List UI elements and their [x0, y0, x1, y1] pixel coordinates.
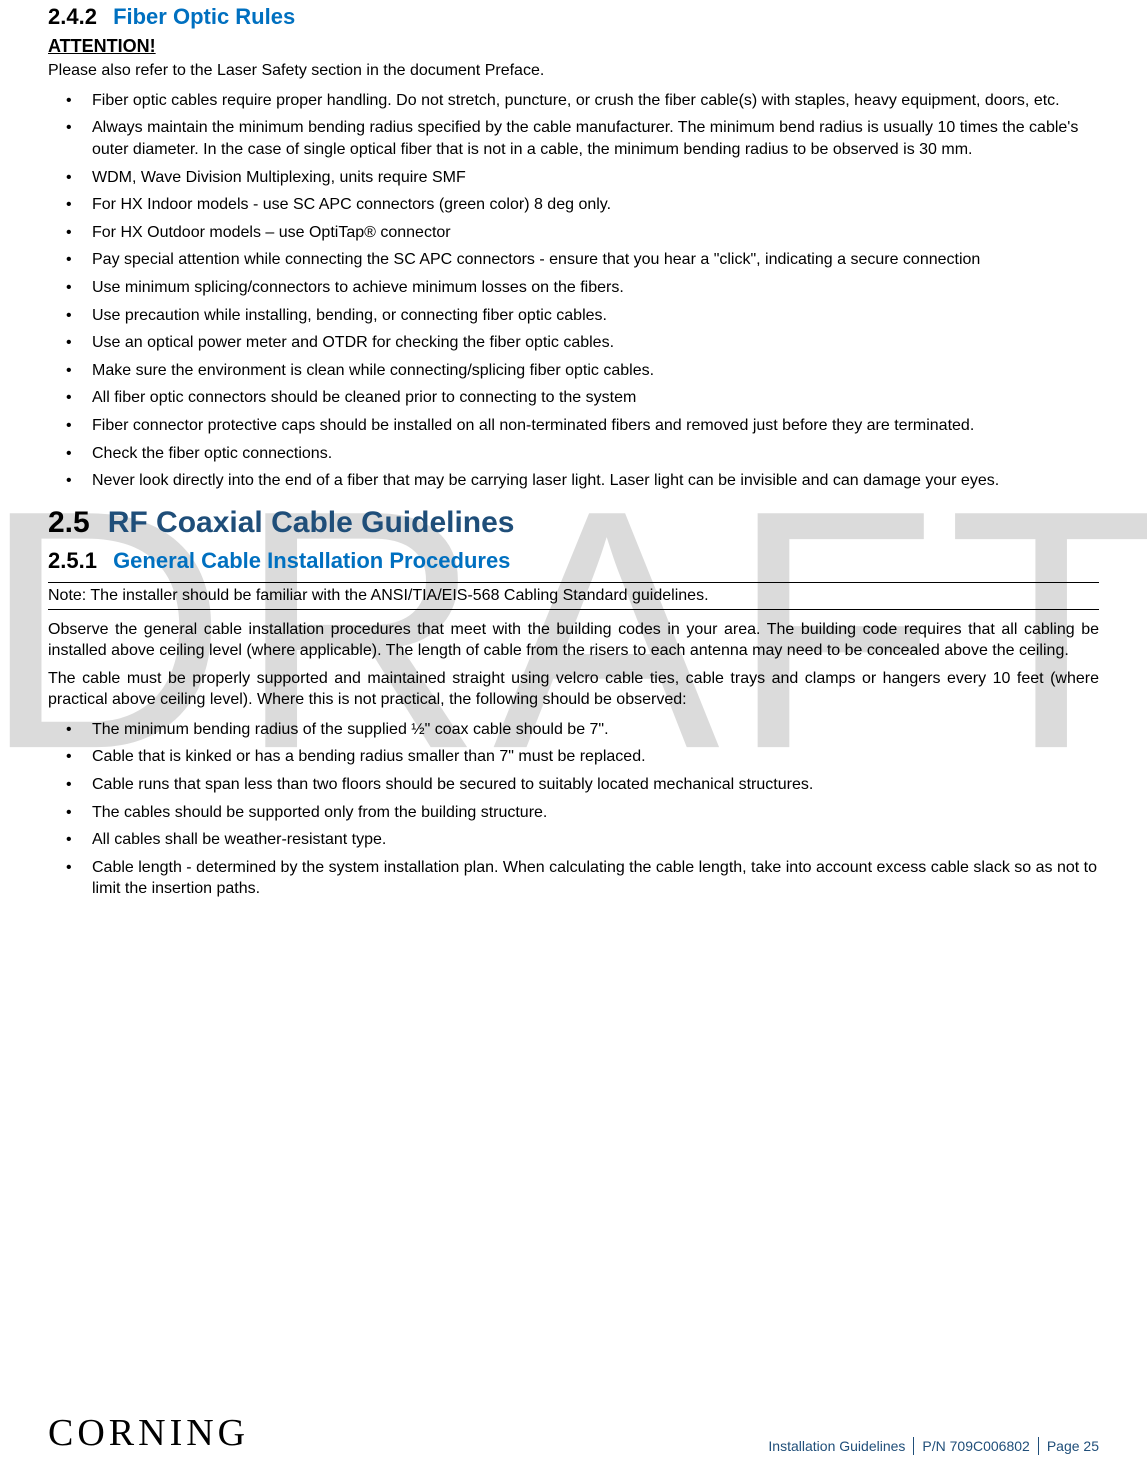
heading-title: Fiber Optic Rules: [113, 4, 295, 29]
intro-paragraph: Please also refer to the Laser Safety se…: [48, 61, 1099, 82]
list-item: Use an optical power meter and OTDR for …: [66, 332, 1099, 354]
list-item: Use precaution while installing, bending…: [66, 305, 1099, 327]
list-item: The minimum bending radius of the suppli…: [66, 719, 1099, 741]
coax-rules-list: The minimum bending radius of the suppli…: [48, 719, 1099, 900]
list-item: Fiber optic cables require proper handli…: [66, 90, 1099, 112]
heading-2-4-2: 2.4.2 Fiber Optic Rules: [48, 4, 1099, 30]
heading-2-5-1: 2.5.1 General Cable Installation Procedu…: [48, 548, 1099, 574]
list-item: All fiber optic connectors should be cle…: [66, 387, 1099, 409]
note-box: Note: The installer should be familiar w…: [48, 582, 1099, 610]
list-item: For HX Indoor models - use SC APC connec…: [66, 194, 1099, 216]
list-item: WDM, Wave Division Multiplexing, units r…: [66, 167, 1099, 189]
heading-number: 2.5.1: [48, 548, 97, 573]
list-item: Pay special attention while connecting t…: [66, 249, 1099, 271]
footer-pn: P/N 709C006802: [922, 1438, 1029, 1454]
list-item: All cables shall be weather-resistant ty…: [66, 829, 1099, 851]
list-item: The cables should be supported only from…: [66, 802, 1099, 824]
paragraph: Observe the general cable installation p…: [48, 620, 1099, 662]
page-content: 2.4.2 Fiber Optic Rules ATTENTION! Pleas…: [0, 4, 1147, 900]
page-footer: CORNING Installation Guidelines P/N 709C…: [48, 1411, 1099, 1455]
fiber-rules-list: Fiber optic cables require proper handli…: [48, 90, 1099, 492]
list-item: For HX Outdoor models – use OptiTap® con…: [66, 222, 1099, 244]
list-item: Cable runs that span less than two floor…: [66, 774, 1099, 796]
footer-section: Installation Guidelines: [768, 1438, 905, 1454]
heading-title: RF Coaxial Cable Guidelines: [108, 506, 515, 539]
list-item: Never look directly into the end of a fi…: [66, 470, 1099, 492]
footer-page: Page 25: [1047, 1438, 1099, 1454]
attention-label: ATTENTION!: [48, 36, 1099, 57]
brand-logo: CORNING: [48, 1411, 249, 1455]
list-item: Fiber connector protective caps should b…: [66, 415, 1099, 437]
paragraph: The cable must be properly supported and…: [48, 669, 1099, 711]
heading-2-5: 2.5 RF Coaxial Cable Guidelines: [48, 506, 1099, 540]
heading-title: General Cable Installation Procedures: [113, 548, 510, 573]
heading-number: 2.5: [48, 506, 90, 539]
separator-icon: [1038, 1437, 1039, 1455]
list-item: Make sure the environment is clean while…: [66, 360, 1099, 382]
heading-number: 2.4.2: [48, 4, 97, 29]
list-item: Check the fiber optic connections.: [66, 443, 1099, 465]
list-item: Always maintain the minimum bending radi…: [66, 117, 1099, 160]
list-item: Cable that is kinked or has a bending ra…: [66, 746, 1099, 768]
list-item: Cable length - determined by the system …: [66, 857, 1099, 900]
list-item: Use minimum splicing/connectors to achie…: [66, 277, 1099, 299]
separator-icon: [913, 1437, 914, 1455]
footer-meta: Installation Guidelines P/N 709C006802 P…: [768, 1437, 1099, 1455]
